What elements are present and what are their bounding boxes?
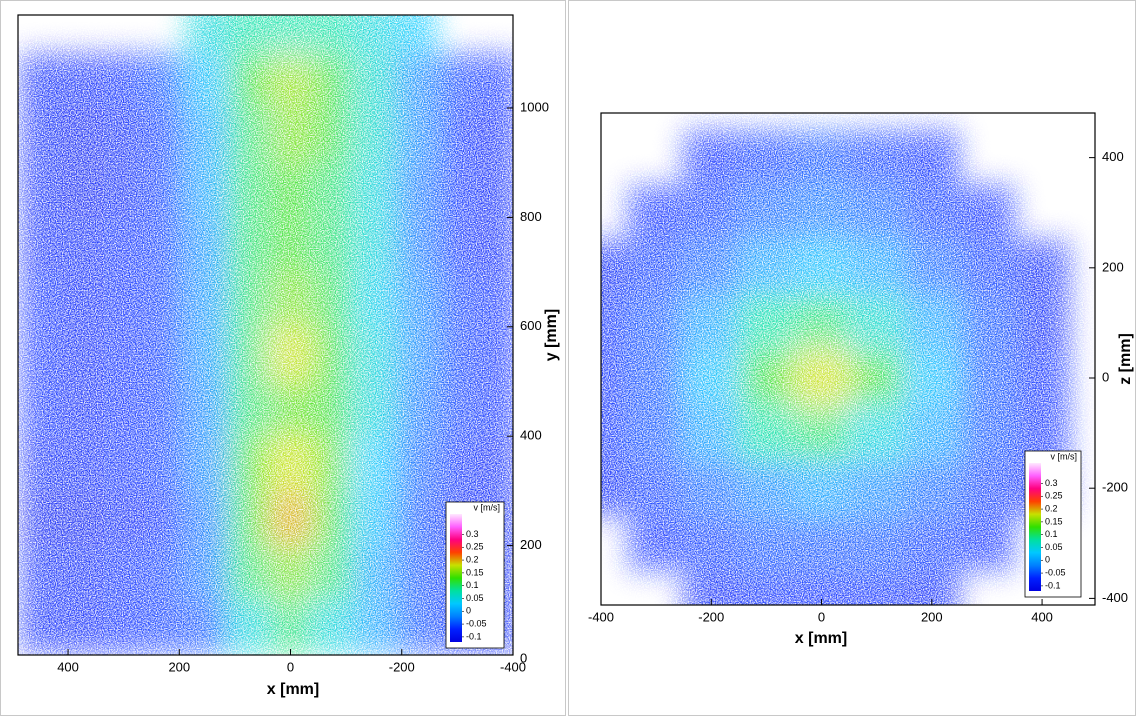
x-tick-label: -200 — [698, 609, 724, 624]
colorbar-tick-label: 0.05 — [1045, 542, 1063, 552]
colorbar-tick-label: 0.15 — [466, 567, 484, 577]
speckle — [601, 113, 1095, 605]
x-tick-label: 0 — [287, 659, 294, 674]
colorbar-tick-label: 0.15 — [1045, 516, 1063, 526]
colorbar: v [m/s] -0.1 -0.05 0 0.05 0.1 0.15 0.2 0.25 0.3 — [445, 501, 505, 649]
colorbar-tick-label: 0.25 — [1045, 491, 1063, 501]
plot-frame — [600, 112, 1096, 606]
colorbar-tick-label: 0.05 — [466, 593, 484, 603]
x-tick-label: 200 — [921, 609, 943, 624]
colorbar: v [m/s] -0.1 -0.05 0 0.05 0.1 0.15 0.2 0.25 0.3 — [1024, 450, 1082, 598]
colorbar-tick-label: 0.3 — [466, 529, 479, 539]
y-tick-label: 0 — [1102, 369, 1109, 384]
colorbar-tick-label: 0.1 — [466, 580, 479, 590]
colorbar-tick-label: 0.3 — [1045, 478, 1058, 488]
y-tick-label: 200 — [1102, 259, 1124, 274]
colorbar-tick-label: -0.1 — [466, 631, 482, 641]
plot-area — [18, 15, 513, 655]
colorbar-tick-label: 0 — [466, 606, 471, 616]
x-tick-label: 200 — [168, 659, 190, 674]
colorbar-tick-label: 0.1 — [1045, 529, 1058, 539]
y-axis-label: z [mm] — [1117, 333, 1134, 385]
speckle — [18, 15, 513, 655]
colorbar-title: v [m/s] — [1051, 451, 1078, 461]
x-tick-label: 0 — [818, 609, 825, 624]
colorbar-tick-label: 0.2 — [1045, 503, 1058, 513]
plot-frame — [17, 14, 514, 656]
x-tick-label: 400 — [57, 659, 79, 674]
plot-area — [601, 113, 1095, 605]
y-tick-label: 600 — [520, 318, 542, 333]
x-tick-label: -400 — [588, 609, 614, 624]
colorbar-tick-label: 0.2 — [466, 554, 479, 564]
y-tick-label: 400 — [520, 428, 542, 443]
x-tick-label: -400 — [500, 659, 526, 674]
colorbar-title: v [m/s] — [474, 502, 501, 512]
colorbar-tick-label: 0.25 — [466, 542, 484, 552]
x-axis-label: x [mm] — [795, 630, 847, 647]
colorbar-scale — [450, 514, 462, 642]
y-axis-label: y [mm] — [543, 309, 560, 361]
x-axis-label: x [mm] — [267, 681, 319, 698]
colorbar-tick-label: 0 — [1045, 555, 1050, 565]
y-tick-label: -400 — [1102, 590, 1128, 605]
y-tick-label: 400 — [1102, 149, 1124, 164]
y-tick-label: 0 — [520, 650, 527, 665]
y-tick-label: 200 — [520, 537, 542, 552]
colorbar-tick-label: -0.05 — [1045, 567, 1066, 577]
x-tick-label: 400 — [1031, 609, 1053, 624]
y-tick-label: 1000 — [520, 99, 549, 114]
colorbar-scale — [1029, 463, 1041, 591]
y-tick-label: 800 — [520, 209, 542, 224]
x-tick-label: -200 — [389, 659, 415, 674]
colorbar-tick-label: -0.05 — [466, 618, 487, 628]
y-tick-label: -200 — [1102, 480, 1128, 495]
colorbar-tick-label: -0.1 — [1045, 580, 1061, 590]
